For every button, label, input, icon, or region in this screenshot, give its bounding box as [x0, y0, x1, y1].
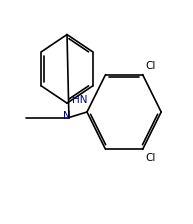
- Text: HN: HN: [72, 95, 88, 105]
- Text: N: N: [63, 111, 71, 121]
- Text: Cl: Cl: [146, 61, 156, 71]
- Text: Cl: Cl: [146, 153, 156, 163]
